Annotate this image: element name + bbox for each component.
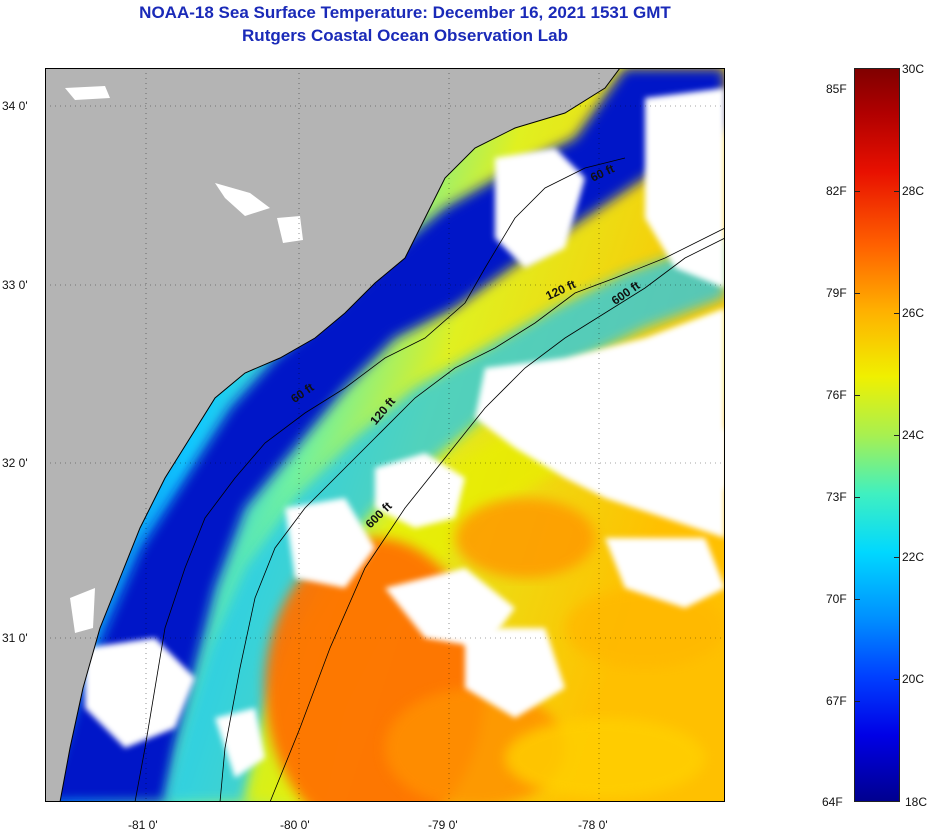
lat-label: 34 0'	[2, 99, 28, 113]
lon-label: -79 0'	[428, 818, 458, 832]
cloud-cover	[85, 88, 725, 778]
lat-label: 33 0'	[2, 278, 28, 292]
map-title: NOAA-18 Sea Surface Temperature: Decembe…	[139, 3, 671, 22]
colorbar-c-label: 20C	[902, 672, 925, 686]
colorbar-c-label: 30C	[902, 62, 925, 76]
colorbar-c-label: 28C	[902, 184, 925, 198]
colorbar-f-label: 79F	[826, 286, 847, 300]
isobath-60ft	[134, 157, 626, 802]
lon-label: -80 0'	[280, 818, 310, 832]
lon-label: -81 0'	[128, 818, 158, 832]
colorbar-f-label: 76F	[826, 388, 847, 402]
colorbar-c-label: 24C	[902, 428, 925, 442]
colorbar-c-label: 18C	[905, 795, 928, 809]
map-subtitle: Rutgers Coastal Ocean Observation Lab	[242, 26, 568, 45]
inland-water	[215, 183, 270, 216]
sst-colorbar	[854, 68, 900, 802]
colorbar-f-label: 64F	[822, 795, 843, 809]
colorbar-f-label: 67F	[826, 694, 847, 708]
map-frame	[45, 68, 725, 802]
colorbar-c-label: 26C	[902, 306, 925, 320]
inland-water	[70, 588, 95, 633]
inland-water	[65, 86, 110, 100]
colorbar-f-label: 85F	[826, 82, 847, 96]
lat-label: 32 0'	[2, 456, 28, 470]
lat-label: 31 0'	[2, 631, 28, 645]
inland-water	[277, 216, 303, 243]
sst-map-canvas	[45, 68, 725, 802]
isobath-120ft	[219, 227, 725, 802]
lon-label: -78 0'	[578, 818, 608, 832]
colorbar-f-label: 73F	[826, 490, 847, 504]
colorbar-f-label: 82F	[826, 184, 847, 198]
land	[45, 68, 620, 802]
warm-patch	[505, 718, 705, 798]
sst-map: 60 ft 120 ft 600 ft 60 ft 120 ft 600 ft	[45, 68, 725, 802]
graticule	[45, 68, 725, 802]
coastline	[59, 68, 621, 802]
shelf-cyan-band	[165, 238, 725, 802]
isobath-600ft	[269, 237, 725, 802]
warm-filament	[455, 498, 595, 578]
colorbar-f-label: 70F	[826, 592, 847, 606]
colorbar-c-label: 22C	[902, 550, 925, 564]
